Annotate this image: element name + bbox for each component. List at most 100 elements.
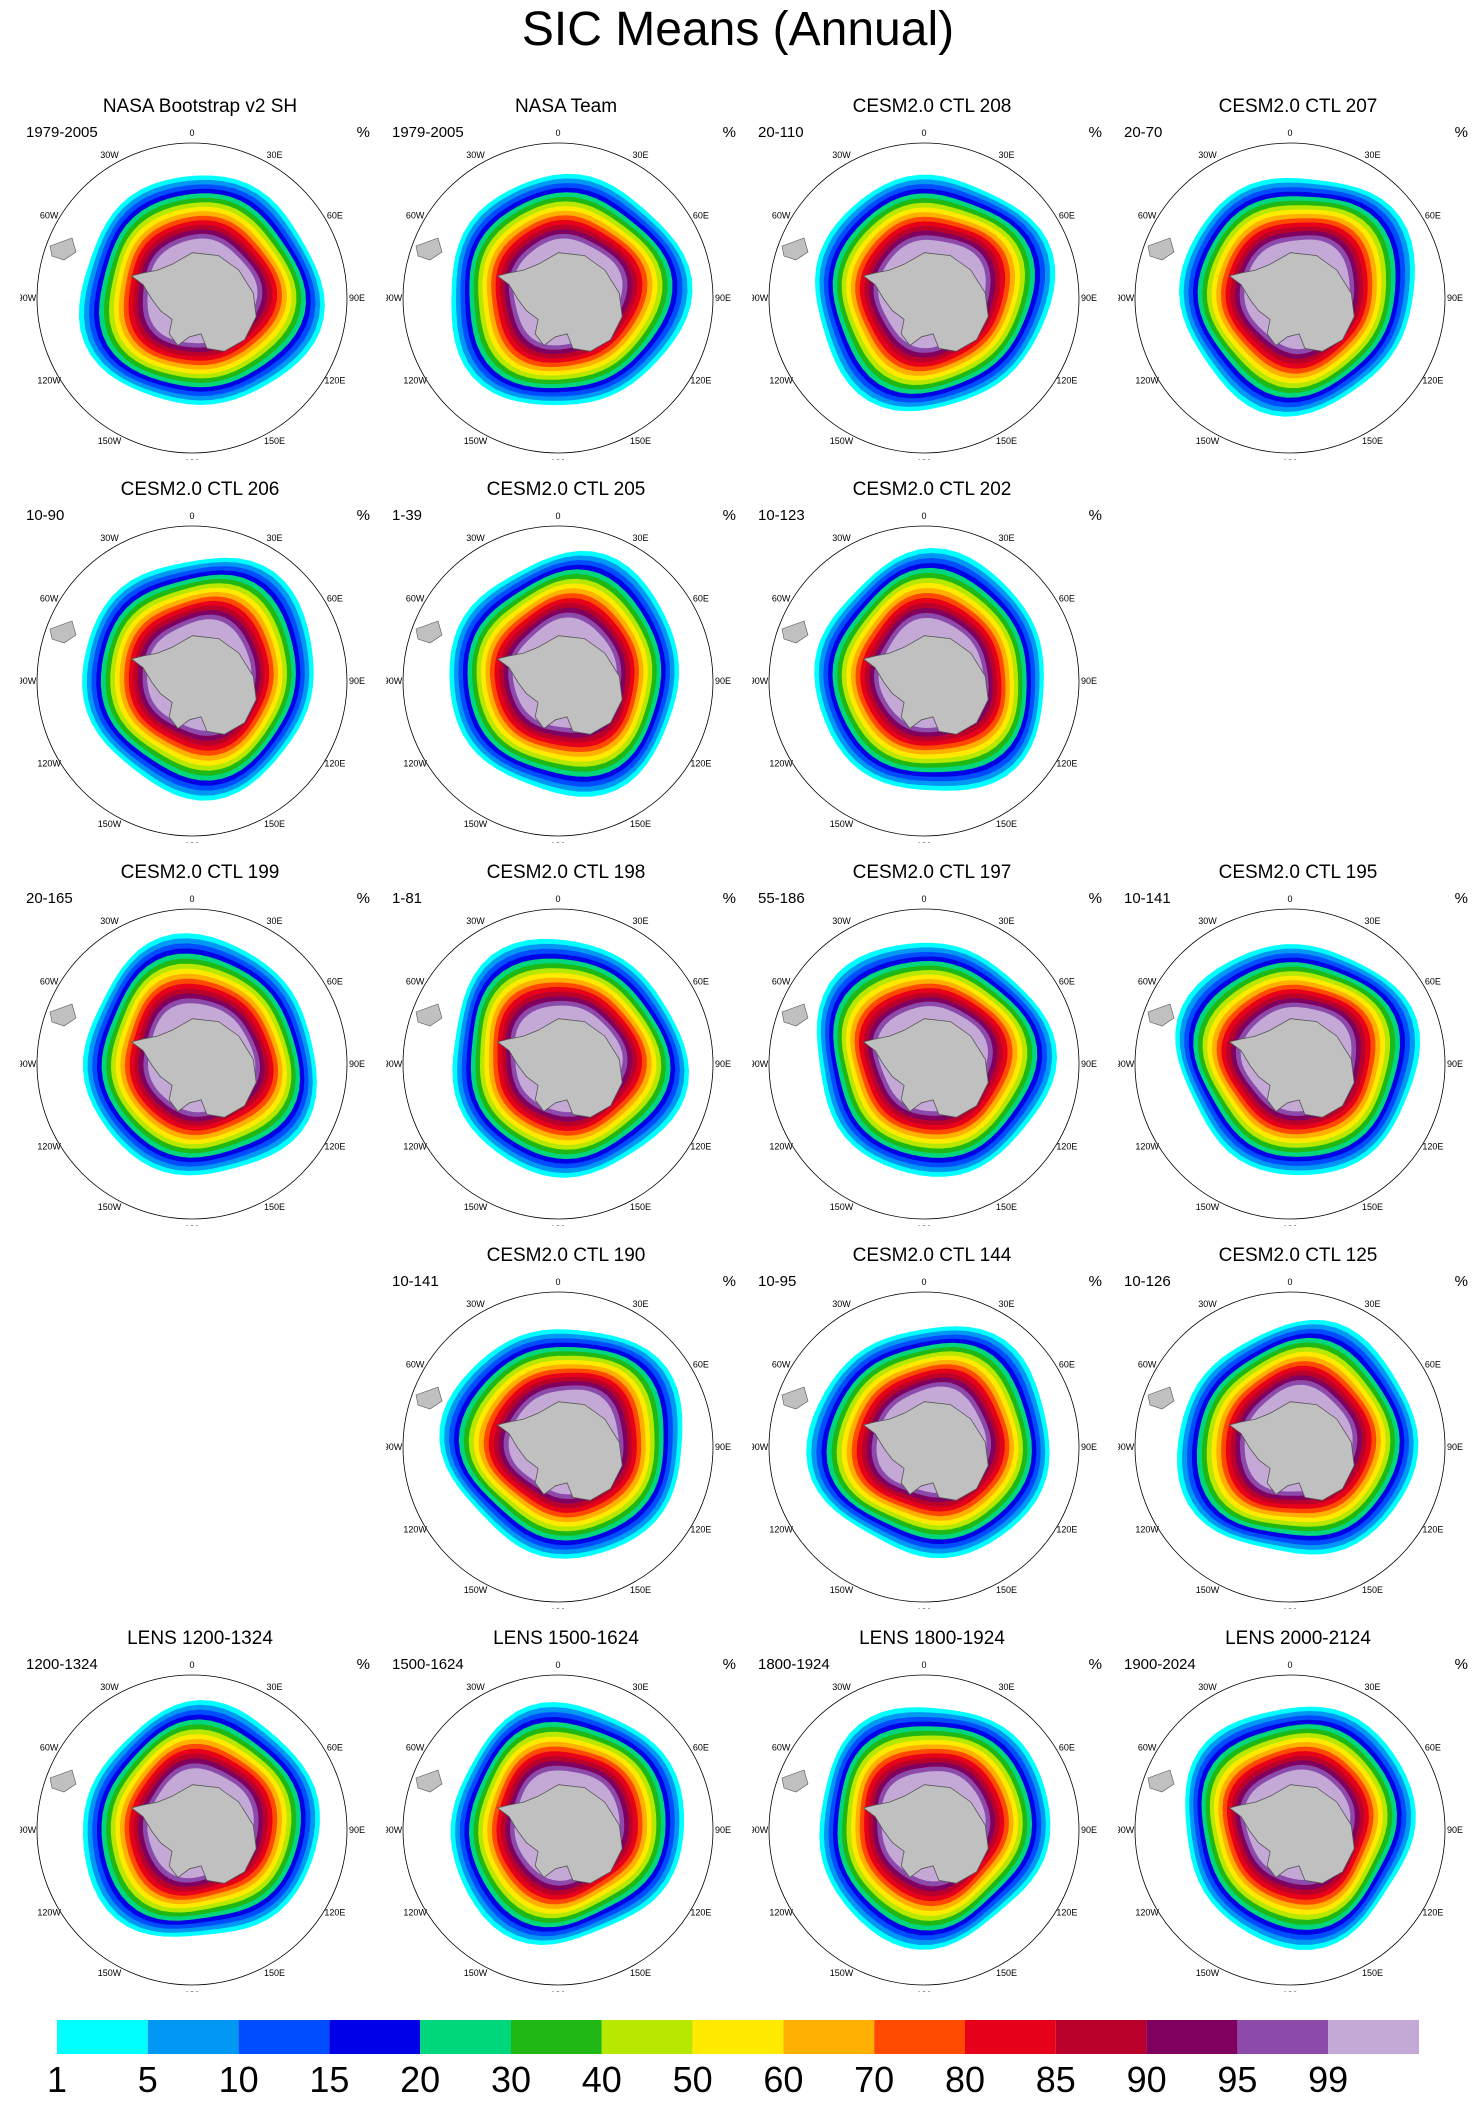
longitude-label: 120E xyxy=(324,1142,345,1152)
colorbar-tick-label: 1 xyxy=(46,2059,68,2100)
longitude-label: 60W xyxy=(40,1743,59,1753)
longitude-label: 150E xyxy=(996,1202,1017,1212)
polar-map: 0 30E 60E 90E 120E 150E 180 150W 120W 90W 60W 30W xyxy=(386,128,731,460)
longitude-label: 180 xyxy=(1282,1224,1297,1226)
panel-unit: % xyxy=(1454,1273,1468,1290)
longitude-label: 120W xyxy=(769,1525,793,1535)
longitude-label: 90E xyxy=(1447,293,1463,303)
longitude-label: 90W xyxy=(386,1059,403,1069)
panel-unit: % xyxy=(722,890,736,907)
longitude-label: 120W xyxy=(1135,376,1159,386)
colorbar-tick-label: 80 xyxy=(944,2059,986,2100)
longitude-label: 60E xyxy=(1059,211,1075,221)
polar-map: 0 30E 60E 90E 120E 150E 180 150W 120W 90W 60W 30W xyxy=(20,1660,365,1992)
longitude-label: 30E xyxy=(266,1682,282,1692)
longitude-label: 0 xyxy=(921,1277,926,1287)
colorbar-tick-label: 40 xyxy=(581,2059,622,2100)
longitude-label: 120W xyxy=(1135,1525,1159,1535)
colorbar-tick-label: 15 xyxy=(309,2059,350,2100)
panel-title: CESM2.0 CTL 190 xyxy=(486,1245,646,1266)
longitude-label: 120W xyxy=(769,1142,793,1152)
longitude-label: 30W xyxy=(466,1299,485,1309)
longitude-label: 60E xyxy=(327,211,343,221)
longitude-label: 150W xyxy=(830,1202,854,1212)
longitude-label: 60E xyxy=(1059,977,1075,987)
longitude-label: 30W xyxy=(832,533,851,543)
longitude-label: 60E xyxy=(693,594,709,604)
polar-map: 0 30E 60E 90E 120E 150E 180 150W 120W 90W 60W 30W xyxy=(752,1660,1097,1992)
longitude-label: 120W xyxy=(403,1908,427,1918)
longitude-label: 180 xyxy=(1282,458,1297,460)
longitude-label: 60E xyxy=(1425,1743,1441,1753)
longitude-label: 60W xyxy=(40,211,59,221)
map-panel: 0 30E 60E 90E 120E 150E 180 150W 120W 90W 60W 30W NA… xyxy=(386,96,746,460)
longitude-label: 120W xyxy=(37,376,61,386)
longitude-label: 30E xyxy=(266,916,282,926)
antarctica-landmass xyxy=(496,1784,623,1884)
longitude-label: 0 xyxy=(921,894,926,904)
longitude-label: 180 xyxy=(550,1990,565,1992)
longitude-label: 90W xyxy=(1118,1442,1135,1452)
polar-map: 0 30E 60E 90E 120E 150E 180 150W 120W 90W 60W 30W xyxy=(752,511,1097,843)
antarctica-landmass xyxy=(862,635,989,735)
panel-unit: % xyxy=(356,507,370,524)
polar-map: 0 30E 60E 90E 120E 150E 180 150W 120W 90W 60W 30W xyxy=(386,1660,731,1992)
panel-title: CESM2.0 CTL 198 xyxy=(486,862,646,883)
longitude-label: 120E xyxy=(1422,1142,1443,1152)
longitude-label: 120W xyxy=(403,759,427,769)
polar-map: 0 30E 60E 90E 120E 150E 180 150W 120W 90W 60W 30W xyxy=(386,1277,731,1609)
longitude-label: 0 xyxy=(1287,1277,1292,1287)
longitude-label: 150W xyxy=(98,1968,122,1978)
map-panel: 0 30E 60E 90E 120E 150E 180 150W 120W 90W 60W 30W LE… xyxy=(20,1628,380,1992)
panel-title: CESM2.0 CTL 206 xyxy=(120,479,280,500)
longitude-label: 30E xyxy=(632,533,648,543)
south-america-landmass xyxy=(781,237,809,261)
antarctica-landmass xyxy=(862,252,989,352)
longitude-label: 0 xyxy=(921,511,926,521)
colorbar-tick-label: 5 xyxy=(137,2059,158,2100)
longitude-label: 120E xyxy=(1056,1908,1077,1918)
map-panel: 0 30E 60E 90E 120E 150E 180 150W 120W 90W 60W 30W CE… xyxy=(20,862,380,1226)
longitude-label: 120W xyxy=(37,1142,61,1152)
longitude-label: 120E xyxy=(1056,376,1077,386)
colorbar-tick-label: 60 xyxy=(763,2059,804,2100)
longitude-label: 60W xyxy=(772,211,791,221)
panel-title: LENS 1200-1324 xyxy=(127,1628,273,1649)
longitude-label: 60W xyxy=(40,594,59,604)
longitude-label: 150E xyxy=(264,436,285,446)
colorbar-segment xyxy=(1146,2020,1238,2054)
map-panel: 0 30E 60E 90E 120E 150E 180 150W 120W 90W 60W 30W CE… xyxy=(386,862,746,1226)
longitude-label: 60W xyxy=(406,977,425,987)
south-america-landmass xyxy=(781,1003,809,1027)
south-america-landmass xyxy=(1147,1769,1175,1793)
panel-unit: % xyxy=(1454,124,1468,141)
longitude-label: 60E xyxy=(1425,977,1441,987)
colorbar-segment xyxy=(783,2020,875,2054)
longitude-label: 30W xyxy=(466,150,485,160)
colorbar-tick-label: 85 xyxy=(1035,2059,1076,2100)
panel-title: CESM2.0 CTL 199 xyxy=(120,862,280,883)
longitude-label: 30E xyxy=(1364,916,1380,926)
panel-title: CESM2.0 CTL 205 xyxy=(486,479,646,500)
longitude-label: 120E xyxy=(1422,1525,1443,1535)
longitude-label: 150W xyxy=(1196,1968,1220,1978)
longitude-label: 0 xyxy=(555,1660,560,1670)
south-america-landmass xyxy=(49,620,77,644)
longitude-label: 150W xyxy=(830,1585,854,1595)
longitude-label: 30W xyxy=(466,1682,485,1692)
longitude-label: 180 xyxy=(916,458,931,460)
colorbar-segment xyxy=(1237,2020,1329,2054)
panel-year-range: 1979-2005 xyxy=(392,124,464,141)
map-panel: 0 30E 60E 90E 120E 150E 180 150W 120W 90W 60W 30W CE… xyxy=(752,479,1112,843)
longitude-label: 150W xyxy=(98,1202,122,1212)
panel-grid: 0 30E 60E 90E 120E 150E 180 150W 120W 90W 60W 30W NA… xyxy=(20,96,1468,1992)
map-panel: 0 30E 60E 90E 120E 150E 180 150W 120W 90W 60W 30W CE… xyxy=(20,479,380,843)
longitude-label: 150W xyxy=(1196,1202,1220,1212)
panel-year-range: 1900-2024 xyxy=(1124,1656,1196,1673)
panel-unit: % xyxy=(1454,1656,1468,1673)
panel-year-range: 10-141 xyxy=(392,1273,439,1290)
longitude-label: 30E xyxy=(632,916,648,926)
antarctica-landmass xyxy=(130,635,257,735)
antarctica-landmass xyxy=(496,252,623,352)
colorbar-segment xyxy=(57,2020,148,2054)
